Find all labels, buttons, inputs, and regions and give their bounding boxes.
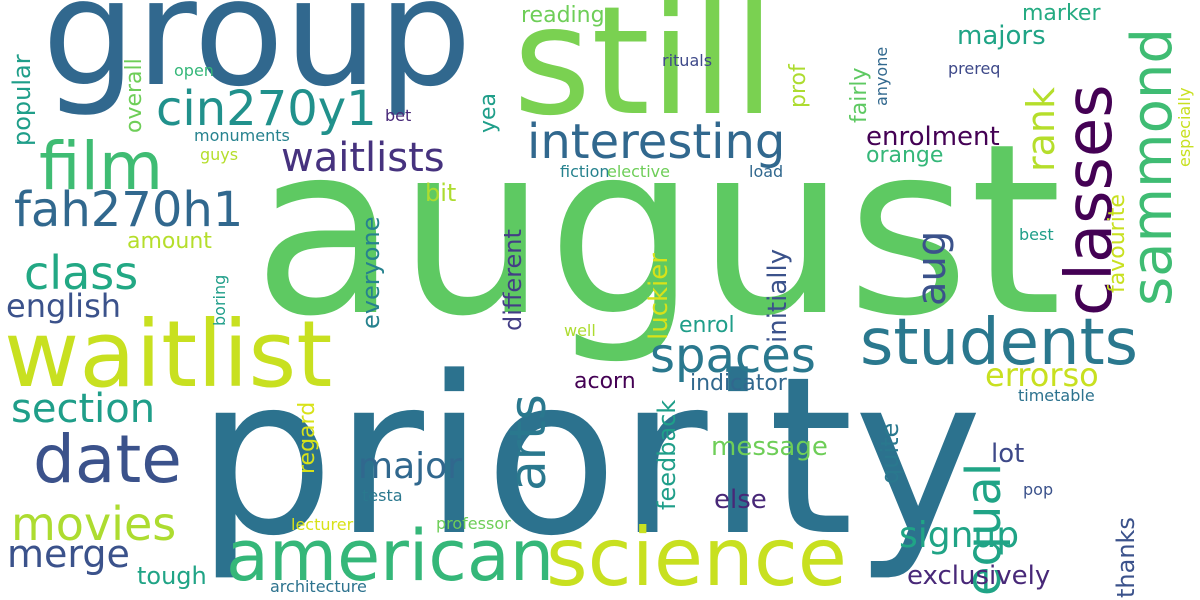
word-cin270y1: cin270y1 bbox=[156, 81, 377, 137]
word-anyone: anyone bbox=[872, 46, 891, 106]
word-rituals: rituals bbox=[662, 51, 713, 70]
word-class: class bbox=[24, 246, 139, 300]
word-popular: popular bbox=[8, 54, 36, 146]
word-aug: aug bbox=[909, 230, 955, 306]
word-especially: especially bbox=[1175, 87, 1194, 167]
word-everyone: everyone bbox=[357, 216, 385, 329]
word-prereq: prereq bbox=[948, 59, 1001, 78]
word-august: august bbox=[253, 93, 1063, 368]
word-orange: orange bbox=[866, 143, 944, 168]
word-well: well bbox=[564, 321, 596, 340]
word-priority: priority bbox=[196, 331, 983, 584]
word-marker: marker bbox=[1022, 1, 1101, 26]
word-bet: bet bbox=[385, 106, 412, 125]
word-elective: elective bbox=[607, 162, 670, 181]
word-waitlists: waitlists bbox=[281, 135, 445, 181]
word-amount: amount bbox=[127, 229, 212, 254]
word-guys: guys bbox=[200, 145, 239, 164]
word-bit: bit bbox=[425, 179, 457, 207]
word-else: else bbox=[714, 485, 767, 515]
word-lot: lot bbox=[991, 439, 1025, 469]
word-american: american bbox=[226, 515, 555, 597]
word-quite: quite bbox=[876, 422, 904, 484]
word-best: best bbox=[1019, 225, 1054, 244]
word-thanks: thanks bbox=[1112, 517, 1140, 598]
word-section: section bbox=[11, 386, 156, 432]
word-errorso: errorso bbox=[985, 356, 1099, 394]
word-enrol: enrol bbox=[679, 313, 735, 338]
word-prof: prof bbox=[786, 64, 811, 108]
word-tough: tough bbox=[137, 562, 207, 590]
word-spaces: spaces bbox=[650, 328, 816, 384]
word-acorn: acorn bbox=[574, 369, 636, 394]
word-arts: arts bbox=[499, 394, 557, 491]
word-fiction: fiction bbox=[560, 162, 610, 181]
word-favourite: favourite bbox=[1105, 194, 1130, 293]
word-load: load bbox=[749, 162, 784, 181]
word-major: major bbox=[358, 446, 462, 487]
word-boring: boring bbox=[210, 274, 229, 326]
word-group: group bbox=[42, 0, 472, 119]
word-pop: pop bbox=[1023, 480, 1054, 499]
word-still: still bbox=[513, 0, 775, 149]
word-initially: initially bbox=[763, 248, 793, 343]
word-interesting: interesting bbox=[527, 114, 786, 170]
word-message: message bbox=[711, 432, 828, 462]
word-overall: overall bbox=[122, 58, 147, 133]
word-feedback: feedback bbox=[653, 399, 681, 510]
word-waitlist: waitlist bbox=[4, 301, 333, 408]
word-architecture: architecture bbox=[270, 577, 367, 596]
word-monuments: monuments bbox=[194, 126, 290, 145]
word-signup: signup bbox=[899, 515, 1020, 556]
word-indicator: indicator bbox=[690, 371, 787, 396]
word-majors: majors bbox=[957, 21, 1046, 51]
word-merge: merge bbox=[7, 532, 130, 576]
word-students: students bbox=[860, 306, 1138, 380]
word-different: different bbox=[499, 229, 527, 331]
word-exclusively: exclusively bbox=[907, 561, 1051, 591]
word-timetable: timetable bbox=[1018, 386, 1095, 405]
word-movies: movies bbox=[11, 497, 177, 551]
word-rank: rank bbox=[1019, 87, 1063, 172]
word-fah270h1: fah270h1 bbox=[14, 182, 244, 238]
word-sammond: sammond bbox=[1120, 28, 1185, 306]
word-testa: testa bbox=[362, 486, 403, 505]
word-english: english bbox=[6, 287, 122, 325]
word-open: open bbox=[174, 61, 214, 80]
word-film: film bbox=[39, 128, 164, 205]
word-enrolment: enrolment bbox=[866, 122, 1000, 152]
word-luckier: luckier bbox=[644, 253, 674, 340]
word-fairly: fairly bbox=[847, 67, 872, 123]
word-regard: regard bbox=[295, 401, 320, 474]
word-reading: reading bbox=[521, 3, 605, 28]
word-science: science bbox=[546, 511, 848, 600]
word-professor: professor bbox=[436, 514, 511, 533]
word-lecturer: lecturer bbox=[291, 515, 354, 534]
word-date: date bbox=[33, 421, 182, 498]
word-yea: yea bbox=[476, 92, 501, 133]
